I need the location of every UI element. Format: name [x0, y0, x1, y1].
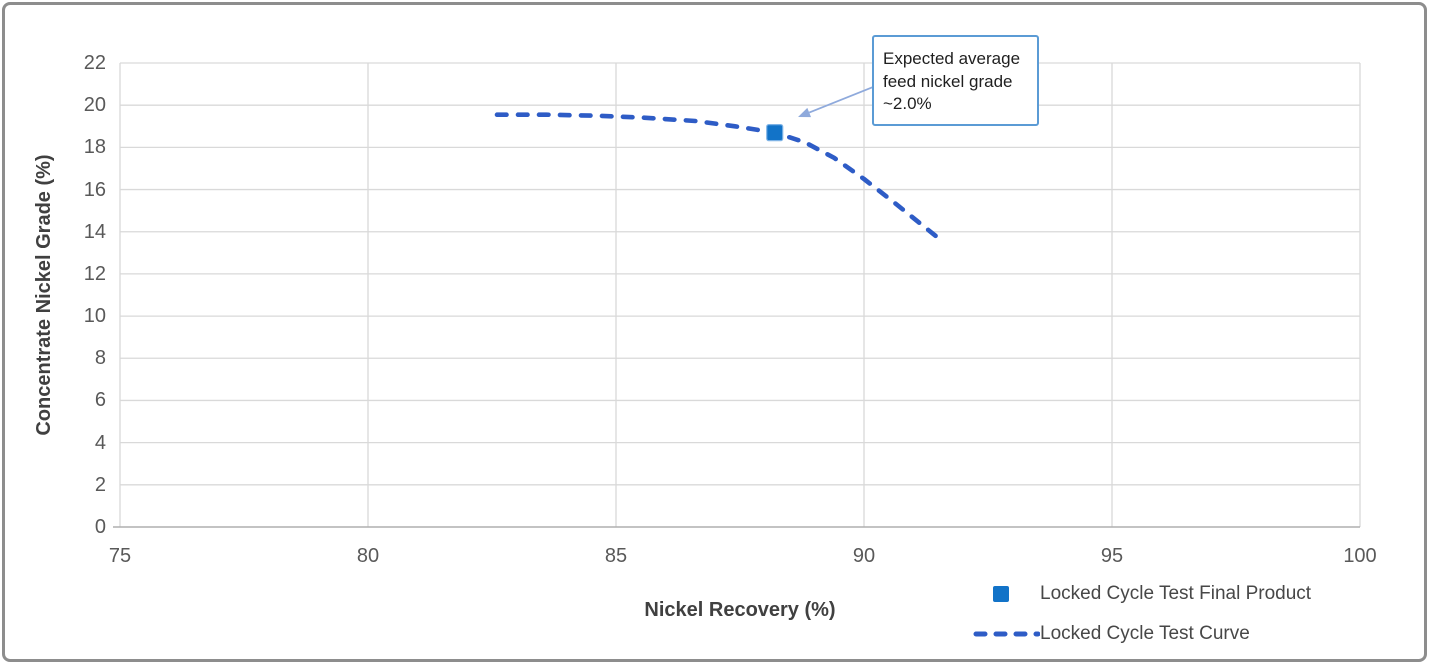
y-tick-label: 4	[94, 431, 106, 454]
y-tick-label: 18	[83, 136, 106, 159]
y-tick-label: 14	[83, 220, 106, 243]
x-tick-label: 75	[108, 545, 132, 567]
legend-square-marker-icon	[993, 586, 1009, 602]
final-product-marker	[766, 123, 784, 142]
y-tick-label: 0	[94, 516, 106, 538]
x-tick-label: 100	[1343, 545, 1377, 567]
test-curve-line	[494, 112, 941, 241]
x-tick-label: 90	[852, 545, 876, 567]
x-tick-label: 95	[1100, 545, 1124, 567]
y-tick-label: 10	[83, 305, 106, 328]
legend-item-test-curve: Locked Cycle Test Curve	[962, 621, 1250, 647]
y-tick-label: 2	[94, 473, 106, 496]
y-tick-label: 6	[94, 389, 106, 412]
y-tick-label: 8	[94, 347, 106, 370]
x-axis-title: Nickel Recovery (%)	[644, 599, 836, 621]
y-tick-label: 16	[83, 178, 106, 201]
legend-item-final-product: Locked Cycle Test Final Product	[962, 581, 1311, 607]
x-tick-label: 80	[356, 545, 380, 567]
legend-label-test-curve: Locked Cycle Test Curve	[1040, 623, 1250, 644]
y-tick-label: 12	[83, 262, 106, 285]
y-tick-label: 22	[83, 52, 106, 74]
legend-dashed-line-icon	[973, 631, 1040, 637]
y-axis-title: Concentrate Nickel Grade (%)	[33, 154, 55, 436]
x-tick-label: 85	[604, 545, 628, 567]
legend-label-final-product: Locked Cycle Test Final Product	[1040, 583, 1312, 604]
annotation-text: Expected average feed nickel grade ~2.0%	[883, 49, 1021, 114]
annotation-callout: Expected average feed nickel grade ~2.0%	[872, 35, 1039, 126]
y-tick-label: 20	[83, 94, 106, 117]
annotation-arrowhead	[798, 107, 812, 118]
annotation-arrow-line	[808, 86, 874, 114]
